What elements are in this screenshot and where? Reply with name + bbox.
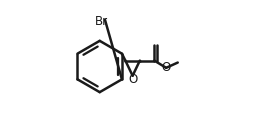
Text: O: O [128, 72, 137, 86]
Text: Br: Br [95, 15, 108, 28]
Text: O: O [162, 61, 171, 74]
